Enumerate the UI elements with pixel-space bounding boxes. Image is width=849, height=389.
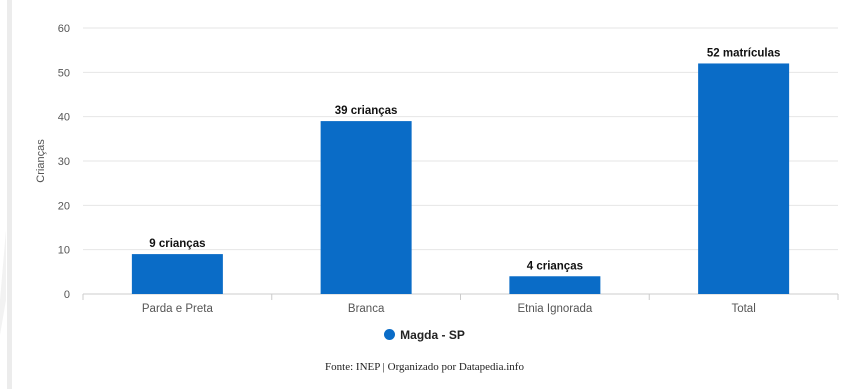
- bar: [698, 63, 790, 294]
- x-tick-label: Parda e Preta: [142, 303, 214, 315]
- legend[interactable]: Magda - SP: [0, 328, 849, 342]
- y-tick-label: 40: [58, 112, 70, 124]
- source-note: Fonte: INEP | Organizado por Datapedia.i…: [0, 361, 849, 373]
- y-tick-label: 50: [58, 67, 70, 79]
- x-tick-label: Branca: [348, 303, 385, 315]
- x-tick-label: Total: [731, 303, 755, 315]
- source-label: Fonte: [325, 361, 351, 373]
- y-tick-label: 10: [58, 245, 70, 257]
- bar: [320, 121, 412, 294]
- y-tick-label: 60: [58, 23, 70, 35]
- data-label: 9 crianças: [149, 238, 205, 250]
- source-text: : INEP | Organizado por Datapedia.info: [350, 361, 524, 373]
- decorative-slash: [0, 230, 6, 335]
- y-tick-label: 20: [58, 200, 70, 212]
- bar-chart: 0 10 20 30 40 50 60 Crianças 9 crianças Parda e P…: [35, 23, 839, 315]
- bar: [509, 276, 601, 294]
- bar: [131, 254, 223, 294]
- x-tick-label: Etnia Ignorada: [517, 303, 592, 315]
- y-axis-title: Crianças: [35, 139, 47, 183]
- data-label: 4 crianças: [527, 260, 583, 272]
- legend-label: Magda - SP: [400, 328, 465, 342]
- left-border-strip: [7, 0, 12, 389]
- y-tick-label: 0: [64, 289, 70, 301]
- data-label: 39 crianças: [335, 105, 398, 117]
- y-tick-label: 30: [58, 156, 70, 168]
- legend-marker: [384, 329, 396, 340]
- data-label: 52 matrículas: [707, 47, 781, 59]
